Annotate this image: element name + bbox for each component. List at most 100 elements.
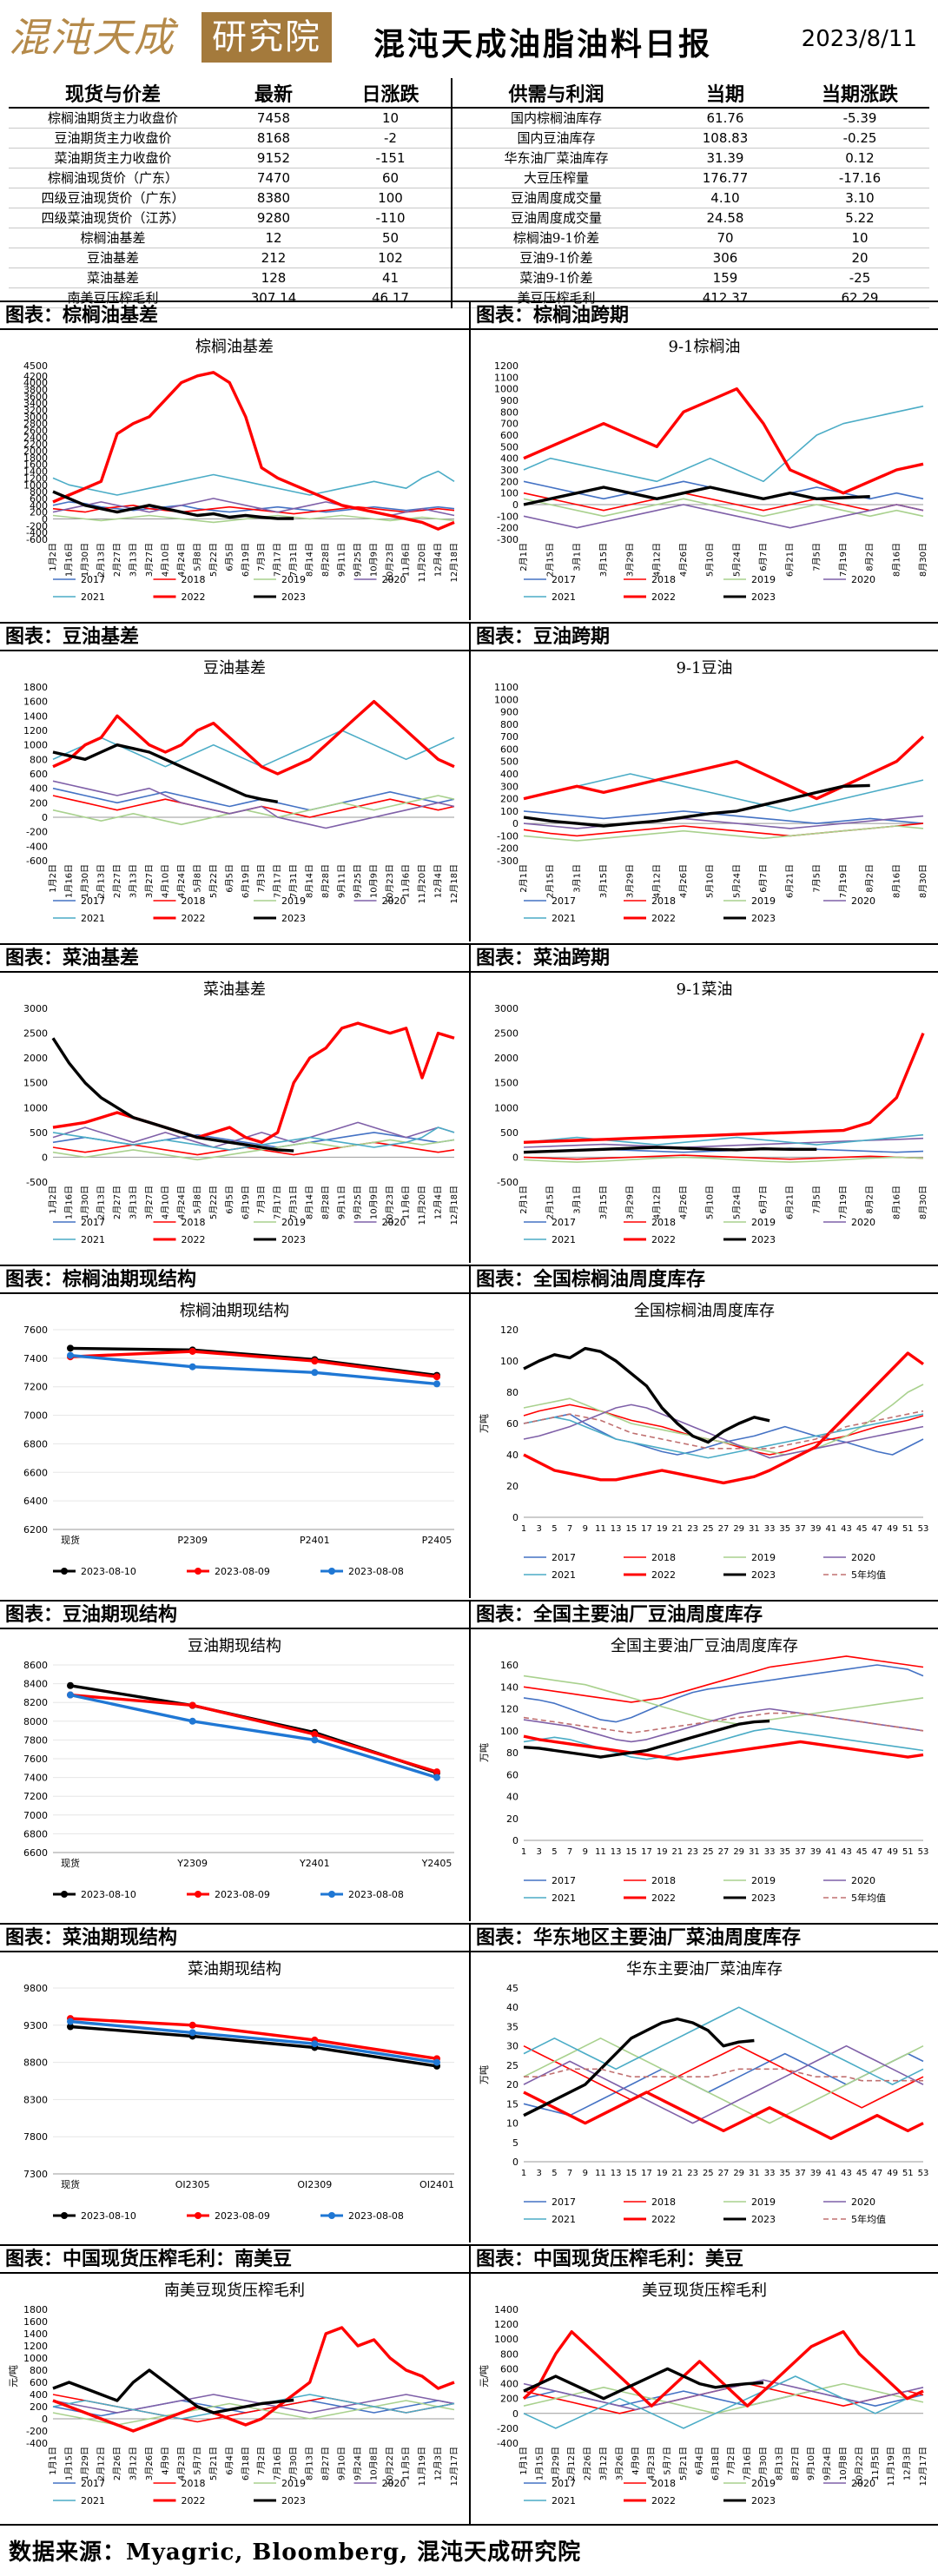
x-tick-label: 11月6日 (401, 543, 412, 577)
summary-cell: 四级豆油现货价（广东） (9, 188, 217, 208)
y-tick-label: -200 (26, 2426, 48, 2437)
y-axis-label: 元/吨 (479, 2365, 490, 2388)
legend-label: 2023-08-09 (215, 1889, 270, 1900)
x-tick-label: 2月1日 (519, 543, 529, 571)
series-line (523, 485, 870, 506)
data-point (311, 1730, 319, 1738)
y-tick-label: 1200 (23, 725, 48, 736)
x-tick-label: 6月5日 (224, 1186, 234, 1214)
chart-title: 棕榈油期现结构 (180, 1302, 289, 1320)
series-line (523, 1410, 924, 1450)
series-line (523, 1146, 817, 1154)
y-tick-label: 400 (500, 453, 519, 465)
x-tick-label: 7月30日 (288, 2447, 299, 2480)
chart-title: 美豆现货压榨毛利 (642, 2282, 767, 2300)
x-tick-label: 现货 (61, 2178, 80, 2190)
section-rule (0, 622, 938, 624)
y-tick-label: 200 (500, 2394, 519, 2405)
x-tick-label: 4月10日 (160, 543, 170, 577)
legend-marker (328, 1891, 335, 1898)
summary-cell: 20 (790, 248, 929, 268)
x-tick-label: 11 (595, 1847, 606, 1857)
summary-cell: 60 (330, 168, 452, 188)
legend-label: 2022 (182, 1234, 206, 1245)
x-tick-label: 9月24日 (353, 2447, 363, 2480)
legend-label: 2017 (552, 1552, 576, 1563)
x-tick-label: 9 (583, 1524, 588, 1534)
x-tick-label: 8月16日 (891, 864, 902, 898)
summary-cell: 菜油基差 (9, 268, 217, 288)
y-tick-label: 600 (30, 769, 48, 780)
x-tick-label: 9月11日 (337, 543, 347, 577)
x-tick-label: 11月20日 (417, 1186, 427, 1225)
y-tick-label: 1000 (494, 694, 519, 705)
y-tick-label: -400 (497, 2438, 519, 2449)
x-tick-label: 1 (521, 1847, 526, 1857)
x-tick-label: 6月7日 (758, 543, 769, 571)
summary-cell: 108.83 (660, 128, 790, 149)
summary-row: 菜油期货主力收盘价 9152 -151 华东油厂菜油库存 31.39 0.12 (9, 148, 929, 168)
x-tick-label: 45 (856, 1847, 868, 1857)
y-tick-label: 700 (500, 731, 519, 743)
x-tick-label: 1月30日 (80, 864, 90, 898)
x-tick-label: 3月29日 (625, 1186, 636, 1219)
panel-title: 图表：棕榈油期现结构 (5, 1268, 197, 1291)
column-divider (469, 945, 471, 1263)
x-tick-label: Y2405 (421, 1858, 452, 1869)
section-rule (0, 1265, 938, 1266)
y-tick-label: 120 (500, 1704, 519, 1715)
y-tick-label: 1000 (23, 1102, 48, 1113)
y-tick-label: 100 (500, 1726, 519, 1737)
summary-cell: 306 (660, 248, 790, 268)
x-tick-label: 4月9日 (631, 2447, 641, 2475)
x-tick-label: 2月12日 (566, 2447, 577, 2480)
x-tick-label: 12月4日 (433, 1186, 444, 1219)
chart-title: 棕榈油基差 (195, 338, 274, 356)
data-point (67, 1681, 74, 1689)
x-tick-label: 17 (641, 1524, 652, 1534)
y-tick-label: 6600 (23, 1847, 48, 1859)
legend-marker (328, 1568, 335, 1575)
x-tick-label: OI2305 (175, 2179, 210, 2190)
x-tick-label: 6月19日 (241, 864, 251, 898)
x-tick-label: 19 (657, 2169, 668, 2178)
x-tick-label: 2月27日 (112, 864, 122, 898)
summary-cell: 9152 (217, 148, 330, 168)
summary-cell: 128 (217, 268, 330, 288)
y-tick-label: 7400 (23, 1353, 48, 1364)
x-tick-label: 3月12日 (598, 2447, 609, 2480)
y-tick-label: 100 (500, 1356, 519, 1367)
x-tick-label: 8月2日 (865, 543, 875, 571)
x-tick-label: 4月9日 (160, 2447, 170, 2475)
col-header: 最新 (217, 78, 330, 109)
x-tick-label: P2401 (300, 1535, 330, 1546)
series-line (523, 2017, 755, 2117)
legend-label: 2022 (651, 1569, 676, 1581)
x-tick-label: 5月10日 (705, 1186, 716, 1219)
y-tick-label: 7000 (23, 1410, 48, 1422)
y-tick-label: 20 (506, 1481, 519, 1492)
legend-label: 2019 (281, 574, 306, 585)
y-tick-label: 7000 (23, 1810, 48, 1821)
y-tick-label: 600 (500, 430, 519, 441)
x-tick-label: 1月16日 (63, 864, 74, 898)
legend-marker (195, 1568, 201, 1575)
chart-title: 南美豆现货压榨毛利 (164, 2282, 305, 2300)
y-tick-label: 40 (506, 1450, 519, 1461)
legend-label: 2018 (182, 574, 206, 585)
summary-cell: 212 (217, 248, 330, 268)
panel-title-rule (0, 971, 469, 973)
x-tick-label: 9月24日 (822, 2447, 833, 2480)
y-tick-label: 1800 (23, 2304, 48, 2315)
x-tick-label: 9月25日 (353, 543, 363, 577)
x-tick-label: 8月16日 (891, 543, 902, 577)
panel-title-rule (471, 1951, 938, 1952)
y-axis-label: 元/吨 (8, 2365, 19, 2388)
x-tick-label: 23 (687, 2169, 698, 2178)
x-tick-label: 9月10日 (806, 2447, 816, 2480)
y-tick-label: 6800 (23, 1438, 48, 1450)
panel-title: 图表：华东地区主要油厂菜油周度库存 (476, 1926, 802, 1949)
series-line (523, 783, 870, 828)
series-line (52, 1141, 455, 1156)
